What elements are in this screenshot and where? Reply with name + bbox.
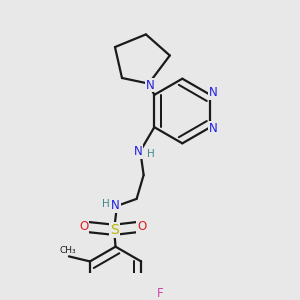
Text: N: N	[111, 200, 120, 212]
Text: N: N	[134, 146, 142, 158]
Text: S: S	[110, 223, 118, 237]
Text: H: H	[147, 149, 155, 160]
Text: N: N	[209, 122, 218, 135]
Text: H: H	[102, 199, 110, 209]
Text: CH₃: CH₃	[59, 246, 76, 255]
Text: N: N	[146, 79, 154, 92]
Text: O: O	[79, 220, 88, 233]
Text: O: O	[137, 220, 146, 233]
Text: F: F	[157, 287, 164, 300]
Text: N: N	[209, 86, 218, 99]
